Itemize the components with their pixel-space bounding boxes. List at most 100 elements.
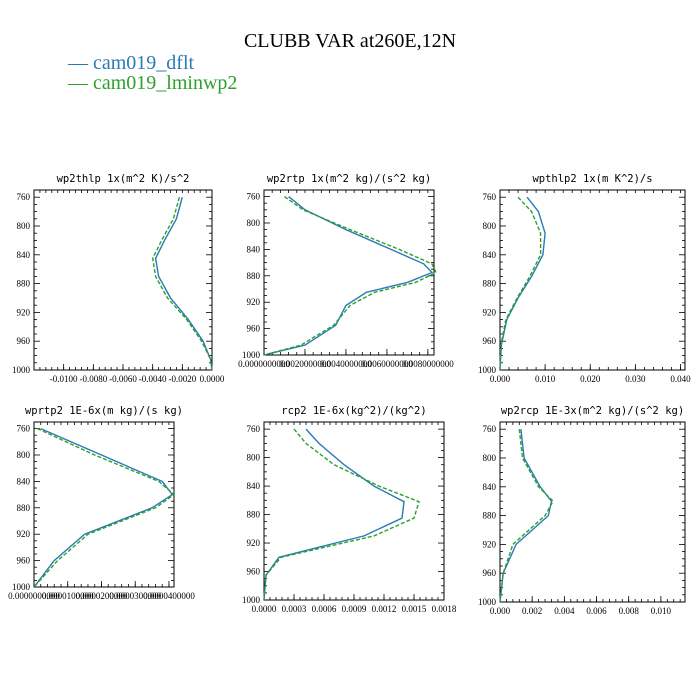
panel-title: rcp2 1E-6x(kg^2)/(kg^2) [281, 405, 426, 417]
chart-panel-3: wpthlp2 1x(m K^2)/s 760 800 840 880 920 960 100… [478, 173, 691, 384]
series-line-lminwp2 [263, 428, 420, 601]
panel-title: wp2rtp 1x(m^2 kg)/(s^2 kg) [267, 173, 431, 185]
series-line-lminwp2 [151, 197, 213, 371]
x-tick-label: 0.0000100000 [42, 591, 94, 601]
x-tick-label: 0.0000200000 [76, 591, 128, 601]
chart-panel-1: wp2thlp 1x(m^2 K)/s^2 760 800 840 880 920 960 1… [12, 173, 225, 384]
chart-panel-4: wprtp2 1E-6x(m kg)/(s kg) 760 800 840 880 920… [8, 405, 195, 601]
panel-title: wp2thlp 1x(m^2 K)/s^2 [57, 173, 190, 185]
y-tick-label: 800 [17, 221, 31, 231]
y-tick-label: 800 [483, 453, 497, 463]
x-tick-label: 0.010 [535, 374, 556, 384]
x-tick-label: 0.020 [580, 374, 601, 384]
y-tick-label: 760 [17, 192, 31, 202]
x-tick-label: 0.006 [586, 606, 607, 616]
x-tick-label: 0.0012 [372, 604, 397, 614]
y-tick-label: 880 [483, 511, 497, 521]
y-tick-label: 920 [17, 307, 31, 317]
x-tick-label: 0.0020000000 [279, 359, 331, 369]
x-tick-label: -0.0060 [109, 374, 137, 384]
y-tick-label: 760 [247, 424, 261, 434]
legend-label-dflt: cam019_dflt [93, 52, 195, 74]
y-tick-label: 960 [483, 336, 497, 346]
y-tick-label: 920 [247, 538, 261, 548]
x-tick-label: 0.0018 [432, 604, 457, 614]
plot-frame [499, 421, 686, 603]
plot-frame [499, 189, 686, 371]
y-tick-label: 840 [483, 482, 497, 492]
x-tick-label: -0.0040 [139, 374, 167, 384]
y-tick-label: 800 [17, 450, 31, 460]
y-tick-label: 960 [247, 567, 261, 577]
x-tick-label: 0.040 [670, 374, 691, 384]
y-tick-label: 880 [17, 279, 31, 289]
plot-frame [263, 189, 435, 356]
x-tick-label: -0.0020 [168, 374, 196, 384]
series-line-lminwp2 [499, 196, 542, 371]
series-line-lminwp2 [499, 429, 554, 603]
y-tick-label: 920 [483, 539, 497, 549]
y-tick-label: 760 [247, 192, 261, 202]
series-line-dflt [263, 196, 434, 356]
x-tick-label: 0.0000000000 [238, 359, 290, 369]
series-line-dflt [499, 196, 546, 371]
series-line-dflt [499, 429, 553, 603]
x-tick-label: 0.0015 [402, 604, 427, 614]
y-tick-label: 960 [17, 556, 31, 566]
y-tick-label: 840 [17, 476, 31, 486]
x-tick-label: 0.010 [651, 606, 672, 616]
y-tick-label: 760 [17, 424, 31, 434]
y-tick-label: 840 [247, 481, 261, 491]
y-tick-label: 920 [17, 529, 31, 539]
x-tick-label: 0.0000000000 [8, 591, 60, 601]
x-tick-label: 0.0000 [252, 604, 277, 614]
y-tick-label: 920 [483, 307, 497, 317]
series-line-dflt [33, 427, 174, 588]
panel-title: wp2rcp 1E-3x(m^2 kg)/(s^2 kg) [501, 405, 684, 417]
y-tick-label: 960 [483, 568, 497, 578]
legend-label-lminwp2: cam019_lminwp2 [93, 72, 238, 94]
y-tick-label: 840 [247, 244, 261, 254]
y-tick-label: 880 [483, 279, 497, 289]
series-line-lminwp2 [263, 196, 437, 356]
x-tick-label: 0.030 [625, 374, 646, 384]
y-tick-label: 800 [483, 221, 497, 231]
legend-dash-dflt: — [68, 52, 88, 74]
y-tick-label: 1000 [478, 597, 497, 607]
panel-title: wprtp2 1E-6x(m kg)/(s kg) [25, 405, 183, 417]
x-tick-label: -0.0100 [50, 374, 78, 384]
y-tick-label: 1000 [242, 350, 261, 360]
y-tick-label: 760 [483, 192, 497, 202]
x-tick-label: 0.0000400000 [143, 591, 195, 601]
legend-dash-lminwp2: — [68, 72, 88, 94]
y-tick-label: 1000 [242, 595, 261, 605]
y-tick-label: 1000 [12, 365, 31, 375]
x-tick-label: 0.0060000000 [361, 359, 413, 369]
x-tick-label: 0.0000300000 [109, 591, 161, 601]
page-title: CLUBB VAR at260E,12N [243, 30, 457, 52]
y-tick-label: 800 [247, 218, 261, 228]
x-tick-label: 0.008 [619, 606, 640, 616]
x-tick-label: 0.000 [490, 374, 511, 384]
plot-frame [33, 189, 213, 371]
x-tick-label: 0.0009 [342, 604, 367, 614]
x-tick-label: 0.0006 [312, 604, 337, 614]
x-tick-label: 0.002 [522, 606, 542, 616]
y-tick-label: 760 [483, 424, 497, 434]
y-tick-label: 840 [483, 250, 497, 260]
y-tick-label: 880 [247, 271, 261, 281]
y-tick-label: 960 [247, 324, 261, 334]
y-tick-label: 920 [247, 297, 261, 307]
legend-item-dflt: — cam019_dflt [68, 52, 194, 75]
plot-frame [33, 421, 175, 588]
x-tick-label: 0.0000 [200, 374, 225, 384]
series-line-lminwp2 [33, 427, 176, 588]
legend-item-lminwp2: — cam019_lminwp2 [68, 72, 237, 95]
chart-panel-5: rcp2 1E-6x(kg^2)/(kg^2) 760 800 840 880 920 96… [242, 405, 457, 614]
x-tick-label: 0.0080000000 [402, 359, 454, 369]
y-tick-label: 840 [17, 250, 31, 260]
y-tick-label: 800 [247, 453, 261, 463]
y-tick-label: 880 [247, 510, 261, 520]
chart-panel-2: wp2rtp 1x(m^2 kg)/(s^2 kg) 760 800 840 880 92… [238, 173, 454, 369]
